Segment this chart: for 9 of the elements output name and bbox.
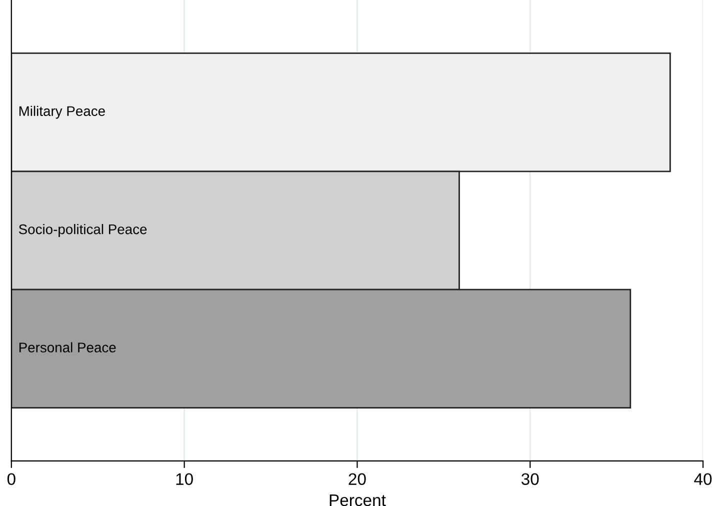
- x-tick-label: 40: [694, 473, 712, 486]
- y-tick-label: Socio-political Peace: [18, 224, 147, 237]
- x-tick-label: 0: [7, 473, 16, 486]
- x-tick-label: 20: [348, 473, 366, 486]
- y-tick-label: Military Peace: [19, 106, 105, 119]
- x-axis-title: Percent: [330, 494, 386, 506]
- x-tick-label: 10: [176, 473, 193, 486]
- y-tick-label: Personal Peace: [19, 342, 116, 352]
- x-tick-label: 30: [521, 473, 539, 486]
